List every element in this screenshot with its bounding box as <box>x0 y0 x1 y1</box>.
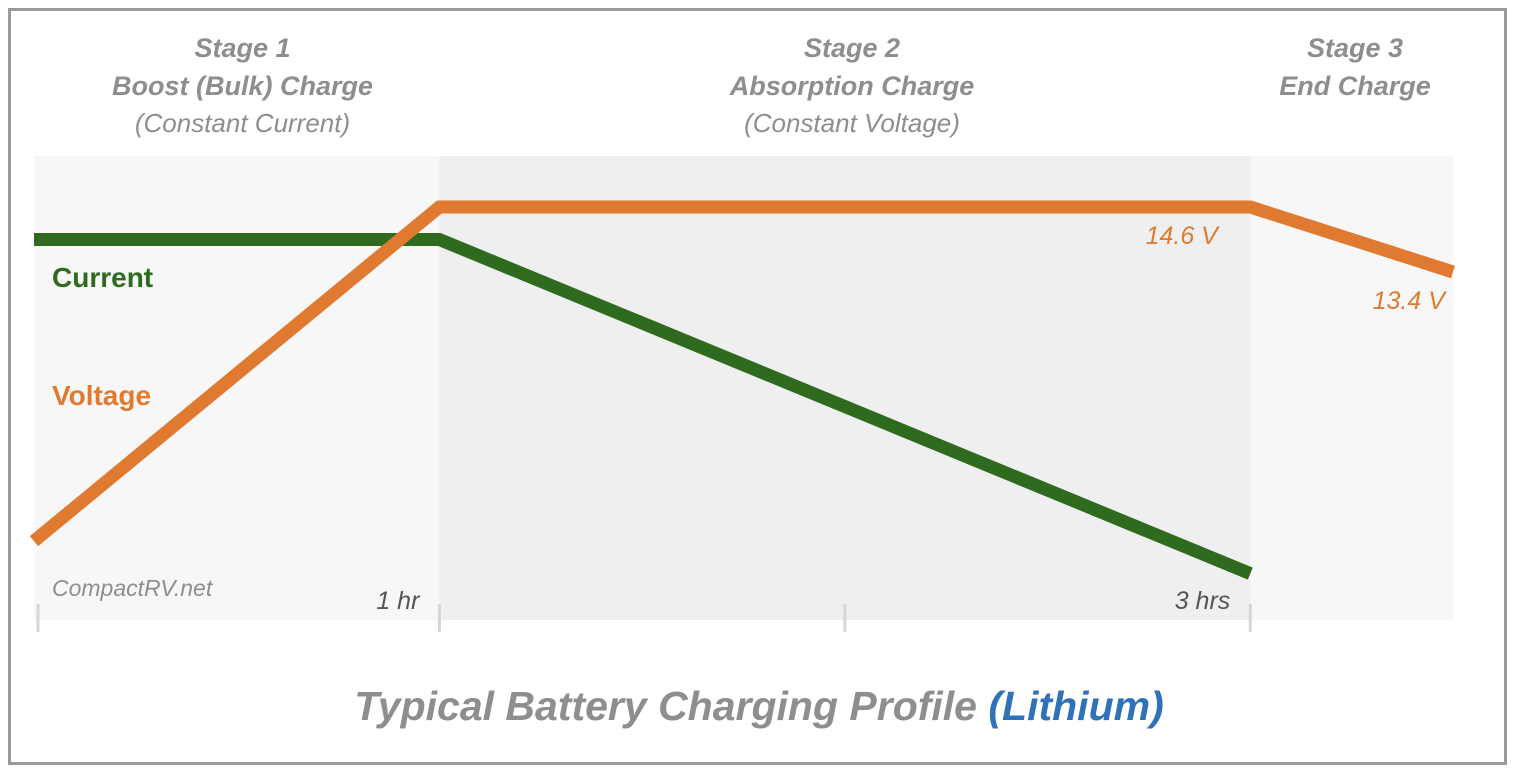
stage-3-name: Stage 3 <box>1306 33 1404 63</box>
voltage-annotation-2: 13.4 V <box>1373 287 1448 315</box>
stage-3-label: End Charge <box>1279 71 1431 101</box>
watermark-text: CompactRV.net <box>52 575 214 601</box>
chart-title: Typical Battery Charging Profile (Lithiu… <box>0 683 1518 730</box>
stage-2-label: Absorption Charge <box>729 71 975 101</box>
x-tick-label-1: 1 hr <box>376 587 421 615</box>
charging-profile-plot: Current Voltage 14.6 V 13.4 V 1 hr 3 hrs Compa… <box>29 156 1455 632</box>
stage-2-header: Stage 2 Absorption Charge (Constant Volt… <box>652 29 1052 141</box>
voltage-line <box>29 200 1455 547</box>
stage-2-sub: (Constant Voltage) <box>744 108 960 138</box>
stage-3-header: Stage 3 End Charge <box>1240 29 1470 105</box>
voltage-annotation-1: 14.6 V <box>1146 222 1221 250</box>
voltage-legend-label: Voltage <box>52 380 151 411</box>
x-tick-label-2: 3 hrs <box>1175 587 1231 615</box>
stage-1-header: Stage 1 Boost (Bulk) Charge (Constant Cu… <box>70 29 415 141</box>
stage-2-name: Stage 2 <box>803 33 901 63</box>
stage-3-band <box>1250 156 1453 620</box>
stage-1-sub: (Constant Current) <box>134 108 351 138</box>
stage-2-band <box>439 156 1251 620</box>
stage-1-label: Boost (Bulk) Charge <box>111 71 373 101</box>
current-line <box>34 233 1253 580</box>
chart-title-accent: (Lithium) <box>988 683 1164 729</box>
current-legend-label: Current <box>52 262 153 293</box>
stage-1-name: Stage 1 <box>194 33 291 63</box>
chart-title-main: Typical Battery Charging Profile <box>354 683 977 729</box>
